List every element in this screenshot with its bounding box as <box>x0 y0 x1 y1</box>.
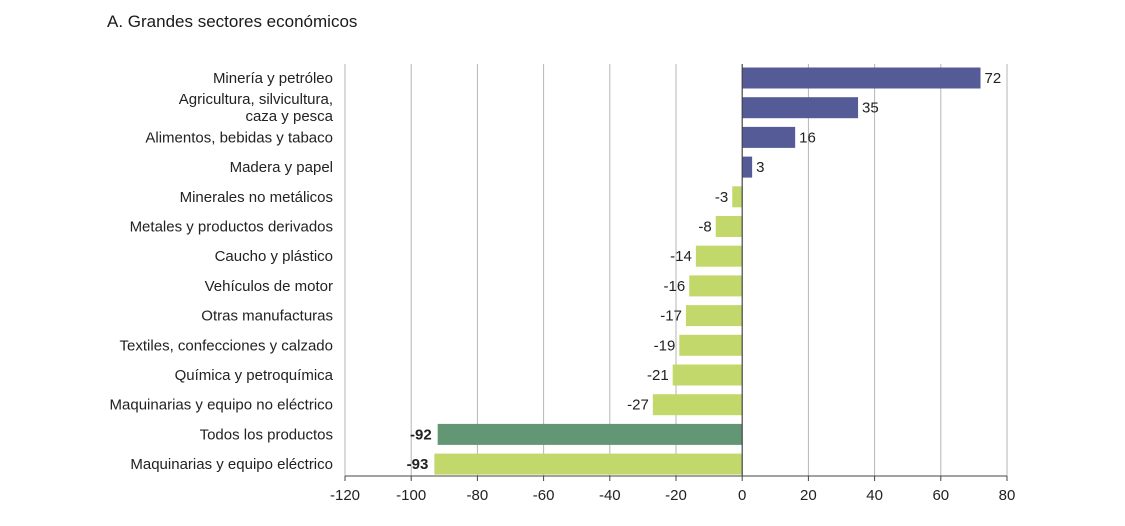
value-label: -16 <box>664 278 686 295</box>
category-label: Madera y papel <box>230 159 333 176</box>
value-label: 3 <box>756 159 764 176</box>
category-label: Minerales no metálicos <box>180 189 333 206</box>
bar <box>742 126 796 148</box>
bar <box>732 186 743 208</box>
x-tick-label: -20 <box>665 487 687 504</box>
bar <box>695 245 743 267</box>
value-label: -17 <box>660 308 682 325</box>
value-label: -14 <box>670 248 692 265</box>
bar <box>685 305 743 327</box>
category-label: Minería y petróleo <box>213 70 333 87</box>
bar <box>434 453 743 475</box>
x-tick-label: 20 <box>800 487 817 504</box>
category-label: Otras manufacturas <box>201 308 333 325</box>
gridlines <box>344 64 1008 476</box>
bar <box>742 67 981 89</box>
chart-title: A. Grandes sectores económicos <box>107 12 358 31</box>
bar <box>672 364 743 386</box>
category-labels: Minería y petróleo Agricultura, silvicult… <box>110 70 334 473</box>
value-label: -3 <box>715 189 728 206</box>
category-label: Alimentos, bebidas y tabaco <box>145 129 333 146</box>
value-label: -27 <box>627 397 649 414</box>
x-tick-label: 0 <box>738 487 746 504</box>
value-label: 35 <box>862 100 879 117</box>
x-tick-label: 60 <box>932 487 949 504</box>
value-label: 16 <box>799 129 816 146</box>
value-label: -21 <box>647 367 669 384</box>
value-label: -93 <box>407 456 429 473</box>
x-tick-label: -100 <box>396 487 426 504</box>
x-tick-label: -60 <box>533 487 555 504</box>
x-tick-label: 40 <box>866 487 883 504</box>
x-tick-label: 80 <box>999 487 1016 504</box>
bar <box>715 216 743 237</box>
bar <box>742 97 859 119</box>
bar <box>679 334 743 356</box>
bar <box>652 394 743 416</box>
x-tick-label: -120 <box>330 487 360 504</box>
bar <box>742 156 753 178</box>
value-label: 72 <box>985 70 1002 87</box>
category-label: Textiles, confecciones y calzado <box>120 337 333 354</box>
category-label: Maquinarias y equipo eléctrico <box>130 456 333 473</box>
category-label: Metales y productos derivados <box>130 219 333 236</box>
value-labels: 72 35 16 3 -3-8 -14 -16 -17 -19 -21 -27 -92 -93 <box>407 70 1002 473</box>
x-axis: -120 -100 -80 -60 -40 -20 0 20 40 60 80 <box>330 475 1016 504</box>
bar <box>437 423 743 445</box>
bar <box>689 275 743 297</box>
category-label: Química y petroquímica <box>175 367 334 384</box>
bars <box>434 67 981 475</box>
value-label: -8 <box>698 219 711 236</box>
value-label: -19 <box>654 337 676 354</box>
category-label: Todos los productos <box>200 426 333 443</box>
category-label: Maquinarias y equipo no eléctrico <box>110 397 333 414</box>
x-tick-label: -80 <box>467 487 489 504</box>
value-label: -92 <box>410 426 432 443</box>
category-label: Caucho y plástico <box>215 248 333 265</box>
x-tick-label: -40 <box>599 487 621 504</box>
category-label: Vehículos de motor <box>205 278 333 295</box>
category-label: Agricultura, silvicultura, caza y pesca <box>179 91 334 125</box>
